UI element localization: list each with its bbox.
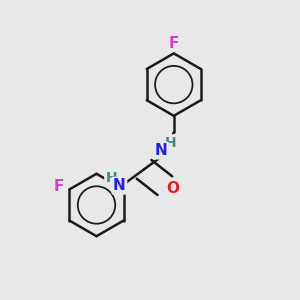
Text: N: N xyxy=(154,143,167,158)
Text: F: F xyxy=(54,179,64,194)
Text: F: F xyxy=(169,35,179,50)
Text: O: O xyxy=(166,181,179,196)
Text: H: H xyxy=(106,171,117,185)
Text: N: N xyxy=(113,178,126,193)
Text: H: H xyxy=(165,136,177,150)
